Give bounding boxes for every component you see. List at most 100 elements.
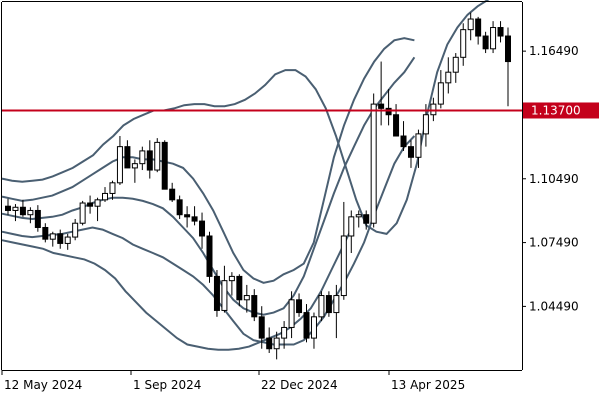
candle-body-down xyxy=(34,209,41,228)
candle xyxy=(34,205,41,232)
candle-body-up xyxy=(281,326,288,339)
candle-body-down xyxy=(206,235,213,277)
candle xyxy=(281,321,288,349)
candle-body-up xyxy=(340,235,347,297)
candle-body-up xyxy=(437,82,444,105)
candle xyxy=(303,304,310,343)
axes: 1.16490 1.10490 1.07490 1.04490 12 May 2024 1… xyxy=(1,1,579,392)
x-tick-label: 13 Apr 2025 xyxy=(391,378,465,392)
candle-body-up xyxy=(310,316,317,339)
candle-body-up xyxy=(12,206,19,211)
candle-body-down xyxy=(393,114,400,137)
candle xyxy=(296,293,303,317)
candle xyxy=(318,291,325,322)
candle-body-down xyxy=(497,27,504,37)
candle xyxy=(385,89,392,126)
x-tick-label: 1 Sep 2024 xyxy=(133,378,201,392)
x-tick-label: 22 Dec 2024 xyxy=(261,378,338,392)
candle-body-down xyxy=(296,299,303,314)
candle xyxy=(393,104,400,137)
candle xyxy=(228,272,235,296)
candle xyxy=(139,146,146,171)
candle xyxy=(467,12,474,41)
candle-body-up xyxy=(221,280,228,311)
candle xyxy=(27,207,34,224)
x-tick-label: 12 May 2024 xyxy=(4,378,82,392)
candle-body-down xyxy=(176,199,183,216)
candle xyxy=(475,16,482,45)
candle-body-up xyxy=(445,71,452,84)
candle-body-up xyxy=(102,192,109,201)
candle-body-up xyxy=(430,103,437,116)
candle-body-down xyxy=(87,202,94,207)
candle-body-up xyxy=(370,103,377,224)
candle xyxy=(221,265,228,313)
candle-body-down xyxy=(19,206,26,216)
candle xyxy=(57,229,64,249)
candle xyxy=(161,140,168,190)
candle-body-down xyxy=(5,205,11,211)
candle xyxy=(176,195,183,219)
candle xyxy=(243,284,250,313)
candle-body-up xyxy=(228,275,235,282)
candle-body-up xyxy=(49,233,56,240)
candle-body-down xyxy=(407,146,414,158)
candle xyxy=(273,331,280,360)
candle xyxy=(370,93,377,228)
level-price-tag xyxy=(523,102,599,119)
candle xyxy=(490,21,497,54)
candle-body-up xyxy=(490,27,497,50)
candle xyxy=(266,327,273,353)
candle xyxy=(251,289,258,322)
candle-body-down xyxy=(482,35,489,50)
level-price-label: 1.13700 xyxy=(531,103,581,117)
candle xyxy=(363,210,370,230)
candle xyxy=(348,210,355,254)
candle xyxy=(184,206,191,228)
y-tick-label: 1.07490 xyxy=(529,236,579,250)
candle-body-up xyxy=(139,150,146,165)
candle xyxy=(206,231,213,283)
candle xyxy=(258,306,265,349)
candle xyxy=(415,129,422,168)
candle-body-down xyxy=(258,316,265,339)
candle xyxy=(445,57,452,94)
candle xyxy=(102,187,109,202)
candle-body-up xyxy=(460,29,467,58)
candle xyxy=(124,140,131,169)
candle-body-up xyxy=(422,114,429,135)
candle xyxy=(87,195,94,214)
candle-body-up xyxy=(348,216,355,237)
candle xyxy=(109,180,116,200)
band-upper-inner xyxy=(1,37,415,284)
candle xyxy=(72,218,79,241)
candle-body-up xyxy=(109,182,116,194)
candle xyxy=(79,200,86,226)
candle-body-up xyxy=(273,337,280,350)
candle-body-up xyxy=(415,133,422,158)
candle-body-down xyxy=(184,214,191,218)
candle-body-up xyxy=(318,295,325,318)
candle-body-up xyxy=(94,199,101,207)
candle-body-up xyxy=(27,209,34,216)
candle xyxy=(5,198,11,215)
candle-body-down xyxy=(57,233,64,244)
candle-body-up xyxy=(79,202,86,224)
candle-body-down xyxy=(124,146,131,169)
candle xyxy=(94,197,101,222)
candle-body-down xyxy=(169,188,176,201)
candle-body-up xyxy=(452,56,459,73)
candle-body-down xyxy=(42,226,49,240)
candle-body-down xyxy=(161,141,168,190)
candle-body-up xyxy=(116,146,123,184)
candle-body-up xyxy=(333,295,340,314)
candle xyxy=(378,61,385,126)
candle-body-down xyxy=(363,214,370,224)
candle xyxy=(407,140,414,168)
candle-body-down xyxy=(266,337,273,350)
candle-body-down xyxy=(303,312,310,339)
candle-body-down xyxy=(146,150,153,171)
candle-body-down xyxy=(505,35,511,63)
candle xyxy=(400,121,407,151)
